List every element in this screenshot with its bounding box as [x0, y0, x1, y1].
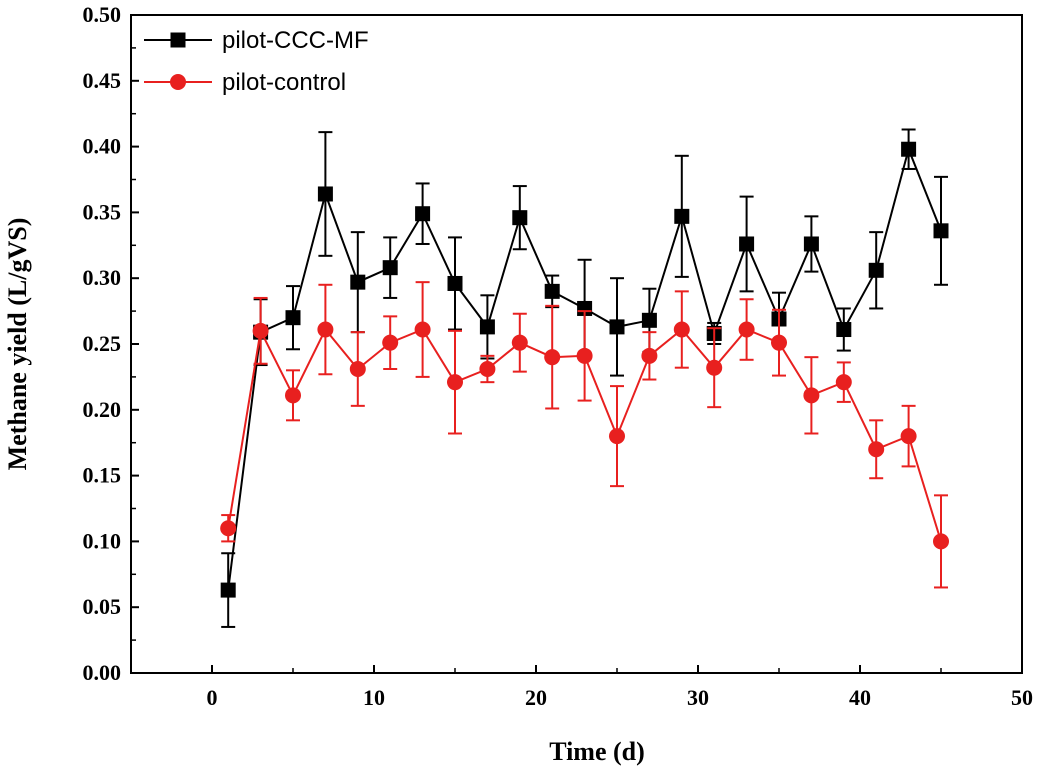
data-point [577, 300, 593, 316]
data-point [673, 321, 690, 338]
data-point [285, 310, 301, 326]
data-point [220, 520, 237, 537]
series-pilot-CCC-MF [220, 128, 949, 628]
data-point [771, 334, 787, 351]
data-point [349, 361, 366, 378]
y-tick-labels: 0.00 0.05 0.10 0.15 0.20 0.25 0.30 0.35 0.40 0.45… [83, 2, 122, 685]
data-point [739, 236, 755, 252]
y-tick-label: 0.05 [83, 594, 122, 619]
legend-marker [170, 74, 186, 90]
plot-frame-layer [130, 14, 1023, 674]
data-point [220, 582, 236, 598]
data-point [836, 322, 852, 338]
legend-marker [170, 32, 186, 48]
y-axis-title: Methane yield (L/gVS) [3, 218, 32, 471]
y-tick-label: 0.45 [83, 68, 122, 93]
legend-label: pilot-CCC-MF [222, 27, 369, 54]
data-point [868, 262, 884, 278]
data-point [382, 260, 398, 276]
data-point [576, 347, 593, 364]
y-tick-label: 0.10 [83, 528, 122, 553]
data-point [317, 321, 334, 338]
data-point [641, 312, 657, 328]
x-tick-label: 20 [525, 685, 547, 710]
x-tick-label: 10 [363, 685, 385, 710]
x-tick-label: 30 [687, 685, 709, 710]
data-point [544, 349, 561, 366]
y-tick-label: 0.15 [83, 463, 122, 488]
data-point [382, 334, 399, 351]
data-point [317, 186, 333, 202]
data-point [544, 283, 560, 299]
plot-frame [130, 14, 1023, 674]
data-point [641, 347, 658, 364]
x-tick-label: 40 [849, 685, 871, 710]
data-point [803, 387, 820, 404]
x-axis-title: Time (d) [549, 737, 645, 766]
y-tick-label: 0.40 [83, 134, 122, 159]
legend-label: pilot-control [222, 69, 346, 96]
series-pilot-control [220, 281, 949, 589]
data-point [479, 361, 496, 378]
data-point [933, 533, 949, 550]
data-point [479, 319, 495, 335]
data-point [252, 322, 269, 339]
y-tick-label: 0.50 [83, 2, 122, 27]
data-point [900, 428, 917, 445]
data-point [933, 223, 949, 239]
data-point [285, 387, 301, 404]
y-tick-label: 0.00 [83, 660, 122, 685]
x-tick-label: 50 [1011, 685, 1033, 710]
data-point [511, 334, 528, 351]
axis-ticks [130, 14, 1023, 674]
y-tick-label: 0.25 [83, 331, 122, 356]
data-point [674, 208, 690, 224]
x-tick-label: 0 [207, 685, 218, 710]
data-point [447, 275, 463, 291]
data-point [706, 359, 723, 376]
data-point [415, 206, 431, 222]
data-point [350, 274, 366, 290]
series-layer [220, 128, 949, 628]
data-point [447, 374, 463, 391]
data-point [738, 321, 755, 338]
data-point [414, 321, 431, 338]
legend: pilot-CCC-MF pilot-control [144, 27, 369, 96]
y-tick-label: 0.20 [83, 397, 122, 422]
data-point [609, 428, 625, 445]
data-point [868, 441, 885, 458]
data-point [512, 210, 528, 226]
data-point [901, 141, 917, 157]
data-point [803, 236, 819, 252]
y-tick-label: 0.30 [83, 265, 122, 290]
data-point [609, 319, 625, 335]
data-point [835, 374, 852, 391]
x-tick-labels: 0 10 20 30 40 50 [207, 685, 1034, 710]
y-tick-label: 0.35 [83, 199, 122, 224]
